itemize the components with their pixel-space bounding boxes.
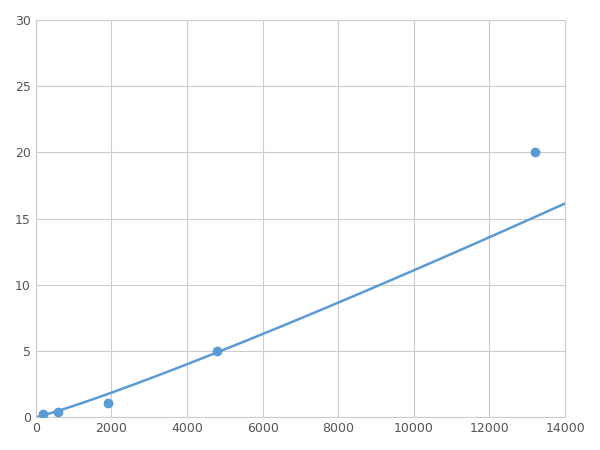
Point <box>53 408 63 415</box>
Point <box>212 347 222 355</box>
Point <box>38 411 48 418</box>
Point <box>103 399 112 406</box>
Point <box>530 149 539 156</box>
